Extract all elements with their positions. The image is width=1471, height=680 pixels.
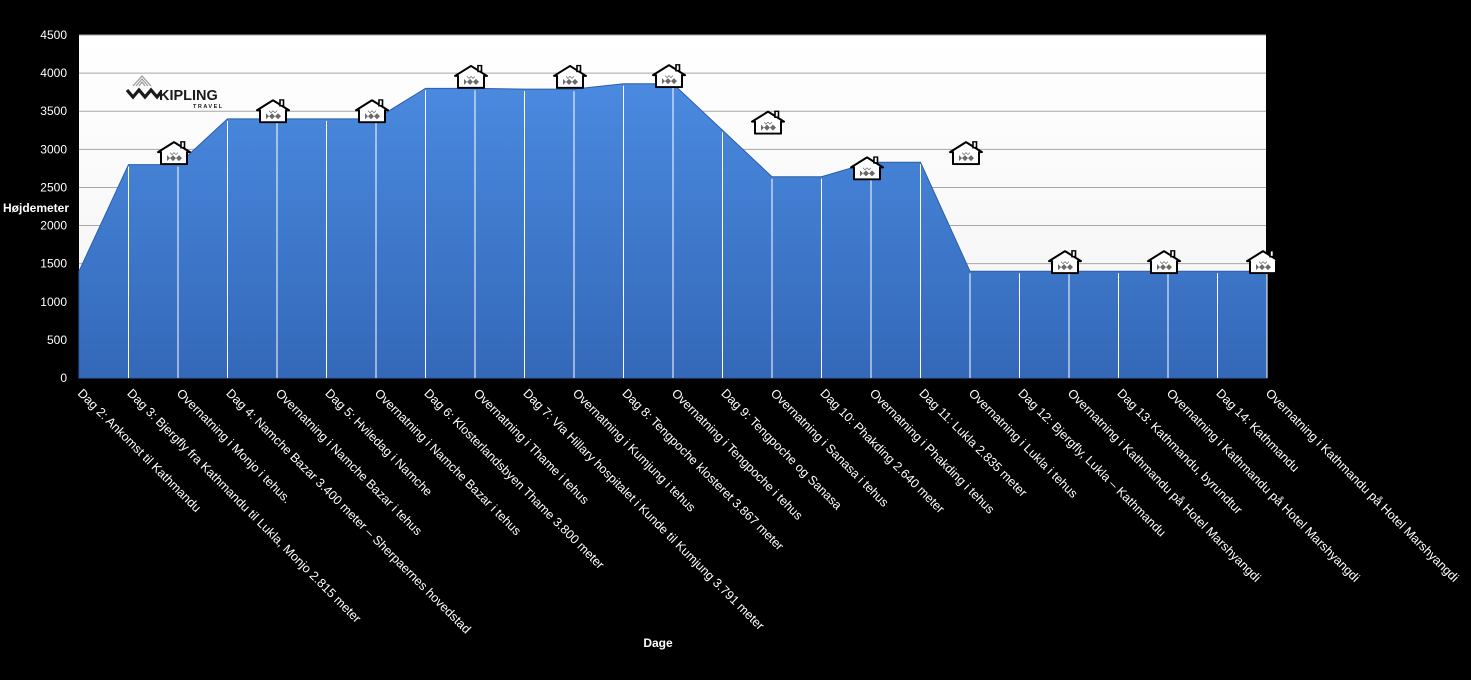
x-tick-label: Overnatning i Kathmandu på Hotel Marshya… [1263, 386, 1462, 585]
y-tick-label: 4500 [40, 28, 67, 42]
category-dividers [128, 85, 1268, 378]
x-tick-label: Dag 6: Klosterlandsbyen Thame 3.800 mete… [421, 386, 607, 572]
x-tick-label: Dag 4: Namche Bazar 3.400 meter – Sherpa… [223, 386, 473, 636]
kipling-logo-icon [125, 75, 163, 100]
y-tick-label: 1000 [40, 295, 67, 309]
y-tick-label: 3500 [40, 104, 67, 118]
x-axis-title: Dage [643, 636, 673, 650]
x-tick-label: Dag 14: Kathmandu [1213, 386, 1302, 475]
x-tick-label: Overnatning i Kathmandu på Hotel Marshya… [1164, 386, 1363, 585]
y-tick-label: 500 [47, 333, 67, 347]
y-tick-label: 1500 [40, 257, 67, 271]
y-axis-title: Højdemeter [3, 201, 69, 215]
y-tick-label: 4000 [40, 66, 67, 80]
y-tick-label: 2500 [40, 180, 67, 194]
kipling-logo: KIPLING TRAVEL [125, 75, 224, 110]
logo-name: KIPLING [159, 88, 218, 104]
y-axis-ticks: 0 500 1000 1500 2000 2500 3000 3500 4000 4500 [40, 28, 67, 385]
y-tick-label: 3000 [40, 142, 67, 156]
logo-tagline: TRAVEL [193, 104, 224, 110]
x-tick-label: Dag 3: Bjergfly fra Kathmandu til Lukla,… [124, 386, 363, 625]
y-tick-label: 2000 [40, 219, 67, 233]
y-tick-label: 0 [60, 371, 67, 385]
x-tick-label: Dag 7: Via Hillary hospitalet i Kunde ti… [520, 386, 767, 633]
